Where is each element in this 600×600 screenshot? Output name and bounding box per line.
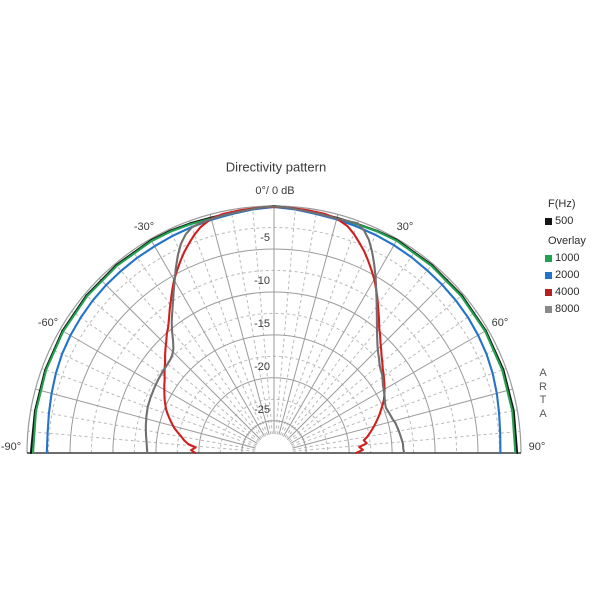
legend-freq-header: F(Hz) bbox=[548, 198, 576, 210]
legend-swatch-2000 bbox=[545, 272, 552, 279]
grid-radial-solid bbox=[290, 329, 489, 444]
grid-ring-solid bbox=[155, 334, 393, 454]
grid-ring-solid bbox=[69, 248, 479, 454]
grid-radial-dashed bbox=[292, 431, 521, 452]
legend-swatch-500 bbox=[545, 218, 552, 225]
arta-letter-3: A bbox=[539, 407, 547, 420]
legend-label-500: 500 bbox=[555, 215, 574, 227]
grid-ring-dashed bbox=[219, 398, 329, 454]
legend-label-2000: 2000 bbox=[555, 269, 580, 281]
grid-ring-solid bbox=[112, 291, 436, 454]
curve-8000hz bbox=[144, 205, 406, 455]
db-label--25: -25 bbox=[254, 404, 270, 416]
grid-radial-dashed bbox=[292, 409, 518, 451]
grid-ring-solid bbox=[241, 420, 307, 454]
legend-item-4000: 4000 bbox=[545, 284, 586, 301]
chart-title: Directivity pattern bbox=[225, 159, 327, 175]
legend-swatch-4000 bbox=[545, 289, 552, 296]
grid-radial-solid bbox=[287, 277, 450, 440]
angle-label--60: -60° bbox=[37, 317, 59, 329]
grid-radial-dashed bbox=[49, 348, 258, 446]
arta-letter-0: A bbox=[539, 367, 547, 379]
legend-item-500: 500 bbox=[545, 213, 586, 230]
grid-radial-solid bbox=[98, 277, 261, 440]
legend-label-8000: 8000 bbox=[555, 303, 580, 315]
grid-radial-dashed bbox=[30, 409, 256, 451]
db-label--20: -20 bbox=[254, 361, 270, 373]
grid-radial-solid bbox=[150, 238, 265, 437]
grid-ring-solid bbox=[198, 377, 350, 454]
legend-item-8000: 8000 bbox=[545, 301, 586, 318]
db-label--10: -10 bbox=[254, 275, 270, 287]
legend-item-2000: 2000 bbox=[545, 267, 586, 284]
angle-label--90: -90° bbox=[0, 441, 22, 453]
grid-radial-solid bbox=[278, 214, 339, 435]
legend-swatch-8000 bbox=[545, 306, 552, 313]
db-label--5: -5 bbox=[260, 232, 270, 244]
grid-radial-dashed bbox=[290, 348, 499, 446]
angle-label--30: -30° bbox=[133, 221, 155, 233]
grid-radial-dashed bbox=[276, 209, 318, 435]
angle-label-30: 30° bbox=[396, 221, 414, 233]
legend-item-1000: 1000 bbox=[545, 250, 586, 267]
legend: F(Hz) 500 Overlay 1000 2000 4000 8000 bbox=[545, 196, 586, 318]
apex-label: 0°/ 0 dB bbox=[255, 185, 295, 197]
grid-ring-dashed bbox=[133, 312, 415, 454]
grid-radial-solid bbox=[292, 388, 513, 449]
grid-radial-dashed bbox=[281, 228, 379, 437]
legend-label-4000: 4000 bbox=[555, 286, 580, 298]
legend-label-1000: 1000 bbox=[555, 252, 580, 264]
legend-overlay-header: Overlay bbox=[548, 235, 586, 247]
grid-radial-dashed bbox=[275, 206, 296, 435]
db-label--15: -15 bbox=[254, 318, 270, 330]
grid-radial-dashed bbox=[285, 263, 434, 439]
grid-radial-dashed bbox=[291, 368, 507, 447]
arta-letter-2: T bbox=[539, 394, 547, 406]
grid-radial-solid bbox=[209, 214, 270, 435]
legend-swatch-1000 bbox=[545, 255, 552, 262]
angle-label-90: 90° bbox=[528, 441, 546, 453]
grid-radial-dashed bbox=[280, 220, 359, 436]
grid-radial-solid bbox=[283, 238, 398, 437]
grid-radial-solid bbox=[59, 329, 258, 444]
angle-label-60: 60° bbox=[491, 317, 509, 329]
grid-radial-dashed bbox=[27, 431, 256, 452]
arta-letter-1: R bbox=[539, 380, 547, 393]
